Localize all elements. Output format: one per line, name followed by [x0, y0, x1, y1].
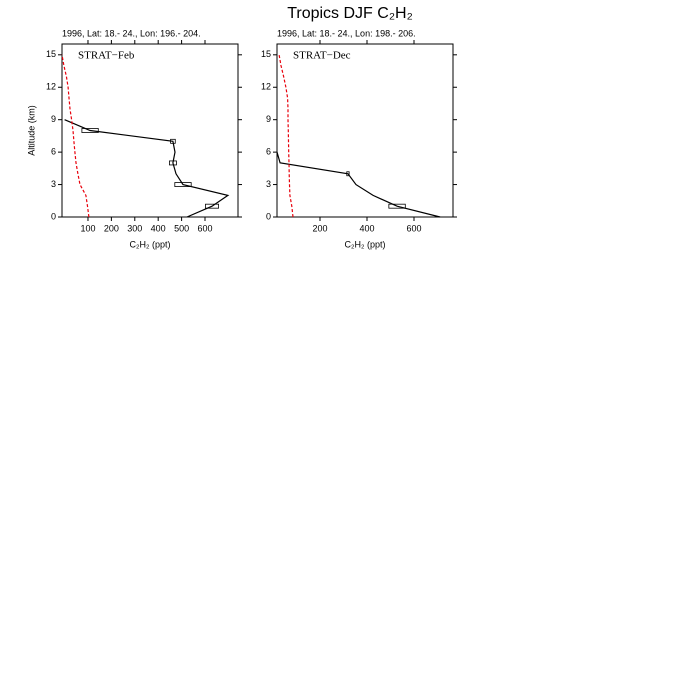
y-axis-label: Altitude (km) [26, 105, 36, 156]
y-tick-label: 0 [51, 211, 56, 221]
y-tick-label: 3 [51, 179, 56, 189]
y-tick-label: 12 [261, 82, 271, 92]
y-tick-label: 12 [46, 82, 56, 92]
error-box [205, 203, 219, 209]
y-tick-label: 3 [266, 179, 271, 189]
annotation: STRAT−Dec [293, 50, 351, 62]
x-tick-label: 200 [312, 223, 327, 233]
x-tick-label: 600 [406, 223, 421, 233]
error-box [169, 160, 177, 166]
x-axis-label: C₂H₂ (ppt) [130, 239, 171, 249]
y-tick-label: 9 [51, 114, 56, 124]
x-tick-label: 200 [104, 223, 119, 233]
subtitle: 1996, Lat: 18.- 24., Lon: 198.- 206. [277, 28, 416, 38]
profile-line [64, 119, 230, 218]
x-tick-label: 600 [197, 223, 212, 233]
x-tick-label: 500 [174, 223, 189, 233]
y-tick-label: 15 [46, 49, 56, 59]
error-box [81, 128, 99, 133]
y-tick-label: 15 [261, 49, 271, 59]
plot-frame [276, 43, 454, 218]
error-box [388, 203, 406, 209]
y-tick-label: 6 [51, 147, 56, 157]
x-tick-label: 100 [80, 223, 95, 233]
y-tick-label: 0 [266, 211, 271, 221]
y-tick-label: 6 [266, 147, 271, 157]
error-box [174, 182, 192, 187]
figure-title: Tropics DJF C₂H₂ [287, 5, 413, 22]
x-tick-label: 400 [151, 223, 166, 233]
profile-line [61, 54, 90, 218]
profile-line [276, 151, 441, 218]
annotation: STRAT−Feb [78, 50, 135, 62]
error-box [170, 138, 176, 144]
x-tick-label: 300 [127, 223, 142, 233]
subtitle: 1996, Lat: 18.- 24., Lon: 196.- 204. [62, 28, 201, 38]
plot-frame [61, 43, 239, 218]
error-box [346, 171, 350, 177]
profile-line [278, 54, 294, 218]
x-axis-label: C₂H₂ (ppt) [345, 239, 386, 249]
x-tick-label: 400 [359, 223, 374, 233]
y-tick-label: 9 [266, 114, 271, 124]
